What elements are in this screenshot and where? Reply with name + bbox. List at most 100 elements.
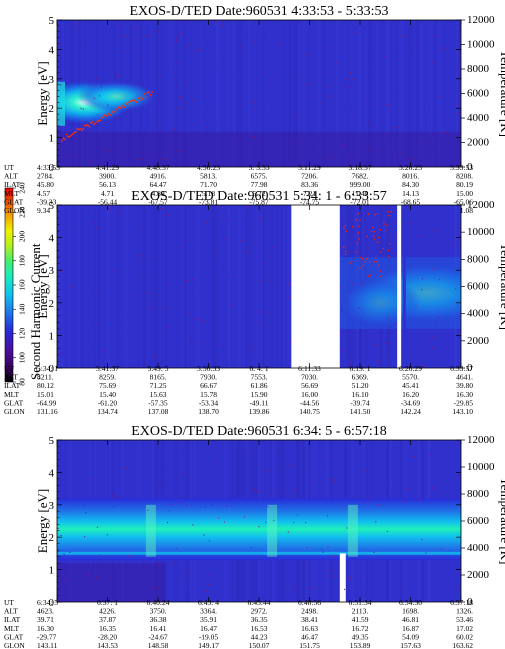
heatmap-texture — [262, 20, 265, 167]
noise-dot — [409, 354, 411, 356]
noise-dot — [208, 540, 211, 542]
red-dot — [134, 99, 137, 102]
orbit-value: 134.74 — [97, 407, 118, 416]
noise-dot — [161, 485, 163, 487]
noise-dot — [278, 454, 280, 456]
noise-dot — [412, 47, 414, 49]
noise-dot — [301, 148, 303, 150]
noise-dot — [403, 585, 405, 587]
heatmap-texture — [238, 20, 243, 167]
noise-dot — [331, 555, 333, 557]
energy-tick-label: 5 — [49, 15, 55, 27]
noise-dot — [283, 238, 285, 240]
noise-dot — [442, 116, 444, 118]
orbit-value: 141.50 — [350, 407, 371, 416]
noise-dot — [226, 275, 228, 277]
noise-dot — [68, 155, 70, 158]
orbit-value: 15.63 — [150, 390, 167, 399]
colorbar-tick-label: 140 — [18, 303, 27, 315]
red-dot — [148, 91, 150, 94]
noise-dot — [270, 81, 272, 83]
noise-dot — [103, 350, 106, 352]
colorbar-tick-label: 200 — [18, 231, 27, 243]
orbit-value: -34.69 — [401, 398, 421, 407]
colorbar-tick-label: 120 — [18, 328, 27, 340]
red-dot — [74, 130, 77, 133]
red-dot — [141, 97, 144, 100]
noise-dot — [257, 242, 259, 245]
noise-dot — [96, 77, 98, 79]
red-dot — [387, 249, 390, 251]
low-energy-region — [57, 131, 461, 167]
orbit-value: 16.63 — [301, 624, 318, 633]
noise-dot — [250, 494, 253, 496]
noise-dot — [98, 295, 100, 298]
heatmap-texture — [182, 20, 186, 167]
noise-dot — [132, 296, 134, 298]
orbit-value: 131.16 — [37, 407, 58, 416]
orbit-value: -28.20 — [98, 632, 118, 641]
heatmap-texture — [416, 20, 419, 167]
red-dot — [106, 112, 109, 115]
noise-dot — [303, 39, 305, 42]
noise-dot — [358, 307, 360, 309]
noise-dot — [339, 287, 342, 289]
orbit-value: -56.44 — [98, 197, 118, 206]
orbit-value: 64.47 — [150, 180, 167, 189]
noise-dot — [157, 102, 159, 104]
noise-dot — [403, 590, 405, 593]
noise-dot — [315, 77, 317, 79]
noise-dot — [341, 145, 343, 147]
orbit-value: 36.35 — [251, 615, 268, 624]
orbit-value: 16.30 — [456, 390, 473, 399]
colorbar-tick-label: 240 — [18, 182, 27, 194]
noise-dot — [376, 343, 379, 346]
orbit-value: 6:48:56 — [298, 598, 321, 607]
noise-dot — [131, 124, 134, 126]
red-dot — [390, 210, 392, 213]
noise-dot — [83, 600, 85, 602]
noise-dot — [202, 483, 205, 485]
red-dot — [122, 104, 124, 107]
orbit-value: 6:33:57 — [450, 364, 473, 373]
noise-dot — [353, 330, 355, 332]
red-dot — [359, 267, 361, 269]
noise-dot — [185, 102, 187, 104]
low-energy-region — [57, 563, 167, 602]
noise-dot — [305, 522, 307, 524]
orbit-value: 5813. — [200, 172, 217, 181]
noise-dot — [174, 243, 176, 245]
noise-dot — [431, 347, 434, 349]
noise-dot — [162, 485, 165, 488]
noise-dot — [259, 41, 261, 43]
noise-dot — [363, 501, 365, 503]
temp-tick-label: 2000 — [467, 569, 490, 581]
noise-dot — [218, 475, 221, 477]
heatmap-texture — [459, 20, 461, 167]
noise-dot — [241, 134, 243, 136]
noise-dot — [386, 530, 388, 533]
noise-dot — [192, 288, 194, 290]
noise-dot — [295, 114, 298, 116]
red-dot — [345, 230, 348, 233]
noise-dot — [356, 32, 358, 34]
red-dot — [380, 251, 382, 253]
energy-tick-label: 4 — [49, 233, 55, 245]
red-dot — [131, 99, 134, 102]
noise-dot — [361, 260, 363, 262]
heatmap-texture — [298, 20, 301, 167]
orbit-value: 71.25 — [150, 381, 167, 390]
noise-dot — [82, 108, 84, 110]
noise-dot — [76, 131, 79, 134]
orbit-value: 6:19: 1 — [349, 364, 370, 373]
heatmap-texture — [250, 205, 254, 368]
colorbar-ticks: 80 100 120 140 160 180 200 220 240 — [13, 182, 27, 386]
orbit-value: 157.63 — [400, 641, 421, 649]
noise-dot — [367, 149, 369, 151]
noise-dot — [211, 504, 213, 506]
red-dot — [362, 264, 364, 267]
orbit-value: 7030. — [301, 373, 318, 382]
heatmap-texture — [236, 20, 238, 167]
noise-dot — [95, 293, 97, 295]
heatmap-area — [57, 20, 461, 167]
